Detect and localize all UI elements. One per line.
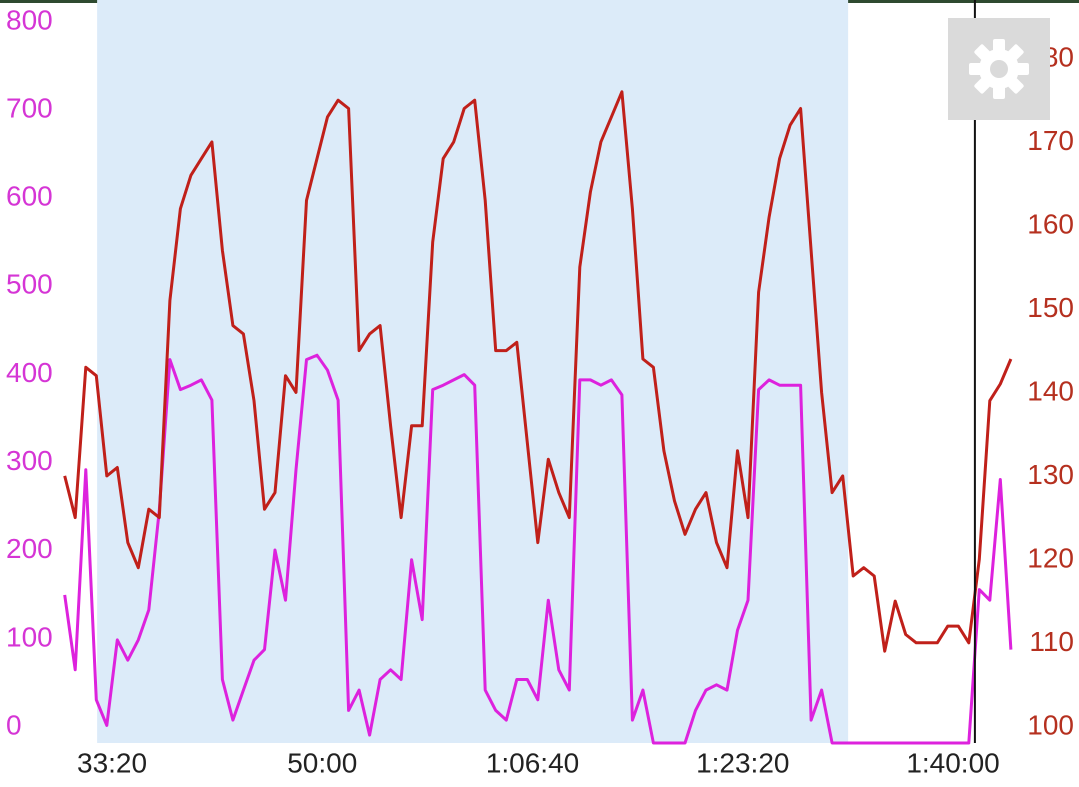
y-tick-label: 800 xyxy=(6,4,53,35)
y2-tick-label: 170 xyxy=(1027,125,1074,156)
y-tick-label: 100 xyxy=(6,621,53,652)
selection-band xyxy=(97,0,849,743)
y-tick-label: 400 xyxy=(6,357,53,388)
x-tick-label: 1:06:40 xyxy=(486,747,579,778)
x-tick-label: 33:20 xyxy=(77,747,147,778)
settings-button[interactable] xyxy=(948,18,1050,120)
y2-tick-label: 140 xyxy=(1027,375,1074,406)
y2-tick-label: 160 xyxy=(1027,208,1074,239)
y-tick-label: 200 xyxy=(6,533,53,564)
y2-tick-label: 150 xyxy=(1027,292,1074,323)
y-tick-label: 0 xyxy=(6,709,22,740)
y-tick-label: 500 xyxy=(6,269,53,300)
x-tick-label: 1:23:20 xyxy=(696,747,789,778)
y-tick-label: 700 xyxy=(6,92,53,123)
plot-area: 0 100 200 300 400 500 600 700 800 100 110 120 130 140… xyxy=(6,0,1074,778)
gear-icon[interactable] xyxy=(969,39,1029,99)
y2-tick-label: 130 xyxy=(1027,459,1074,490)
x-tick-label: 1:40:00 xyxy=(906,747,999,778)
x-tick-label: 50:00 xyxy=(287,747,357,778)
y-tick-label: 600 xyxy=(6,181,53,212)
y2-tick-label: 120 xyxy=(1027,542,1074,573)
y2-tick-label: 100 xyxy=(1027,709,1074,740)
y-tick-label: 300 xyxy=(6,445,53,476)
series-line xyxy=(63,353,1013,745)
y2-tick-label: 110 xyxy=(1029,626,1074,657)
series-line xyxy=(63,90,1013,653)
